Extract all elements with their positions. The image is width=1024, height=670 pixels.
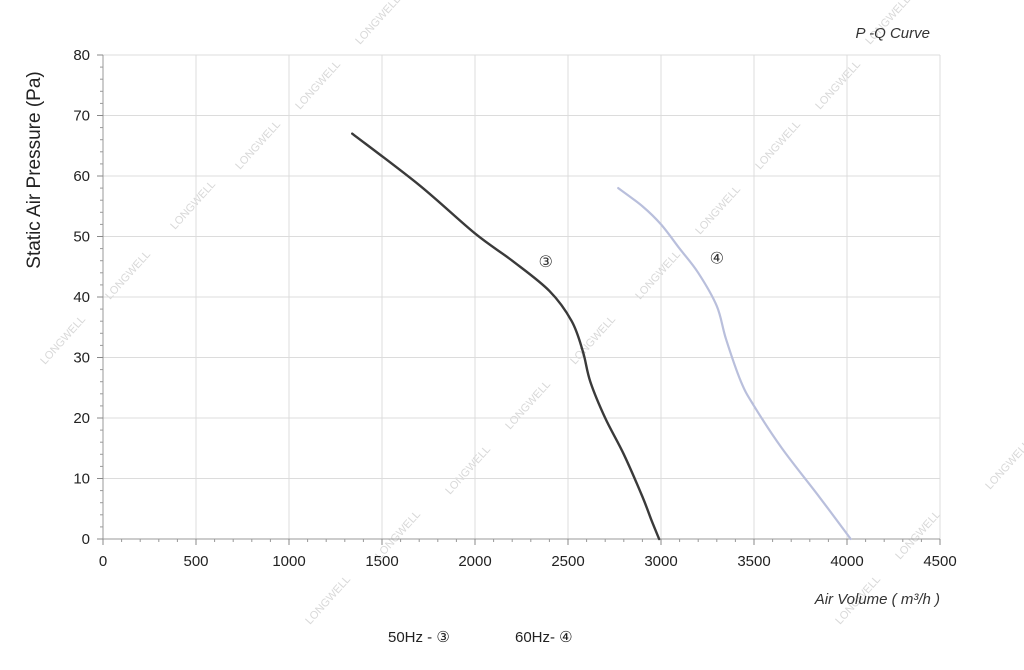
- x-tick-label: 1000: [272, 553, 305, 570]
- x-tick-label: 2000: [458, 553, 491, 570]
- watermark-text: LONGWELL: [233, 119, 283, 172]
- watermark-text: LONGWELL: [503, 379, 553, 432]
- watermark-text: LONGWELL: [568, 314, 618, 367]
- x-axis-label: Air Volume ( m³/h ): [814, 591, 940, 608]
- x-tick-label: 2500: [551, 553, 584, 570]
- watermark-text: LONGWELL: [103, 249, 153, 302]
- series-line-1: [351, 132, 661, 541]
- x-tick-label: 3500: [737, 553, 770, 570]
- y-axis-label: Static Air Pressure (Pa): [24, 71, 45, 268]
- y-tick-label: 40: [73, 289, 90, 306]
- y-tick-label: 30: [73, 350, 90, 367]
- watermark-text: LONGWELL: [303, 574, 353, 627]
- x-tick-label: 4000: [830, 553, 863, 570]
- watermark-text: LONGWELL: [693, 184, 743, 237]
- legend-item-1: 50Hz - ③: [388, 629, 450, 646]
- y-tick-label: 10: [73, 471, 90, 488]
- series-line-2: [617, 187, 852, 541]
- chart-title: P -Q Curve: [856, 25, 930, 42]
- watermark-layer: LONGWELLLONGWELLLONGWELLLONGWELLLONGWELL…: [38, 0, 1024, 627]
- legend: 50Hz - ③ 60Hz- ④: [388, 629, 573, 646]
- watermark-text: LONGWELL: [443, 444, 493, 497]
- curve-label-1: ③: [539, 252, 553, 271]
- watermark-text: LONGWELL: [168, 179, 218, 232]
- x-tick-label: 4500: [923, 553, 956, 570]
- x-tick-label: 500: [183, 553, 208, 570]
- x-tick-label: 1500: [365, 553, 398, 570]
- watermark-text: LONGWELL: [293, 59, 343, 112]
- watermark-text: LONGWELL: [813, 59, 863, 112]
- axes: 0 500 1000 1500 2000 2500 3000 3500 4000 4500 0 10 2…: [73, 47, 956, 570]
- legend-item-2: 60Hz- ④: [515, 629, 573, 646]
- y-tick-label: 80: [73, 47, 90, 64]
- y-tick-label: 60: [73, 168, 90, 185]
- y-tick-label: 50: [73, 229, 90, 246]
- x-tick-label: 3000: [644, 553, 677, 570]
- curve-label-2: ④: [710, 249, 724, 268]
- watermark-text: LONGWELL: [633, 249, 683, 302]
- watermark-text: LONGWELL: [983, 439, 1024, 492]
- watermark-text: LONGWELL: [753, 119, 803, 172]
- x-tick-label: 0: [99, 553, 107, 570]
- series-layer: [351, 132, 852, 541]
- y-tick-label: 20: [73, 410, 90, 427]
- watermark-text: LONGWELL: [353, 0, 403, 47]
- y-tick-label: 0: [82, 531, 90, 548]
- y-tick-label: 70: [73, 108, 90, 125]
- grid: [102, 54, 941, 540]
